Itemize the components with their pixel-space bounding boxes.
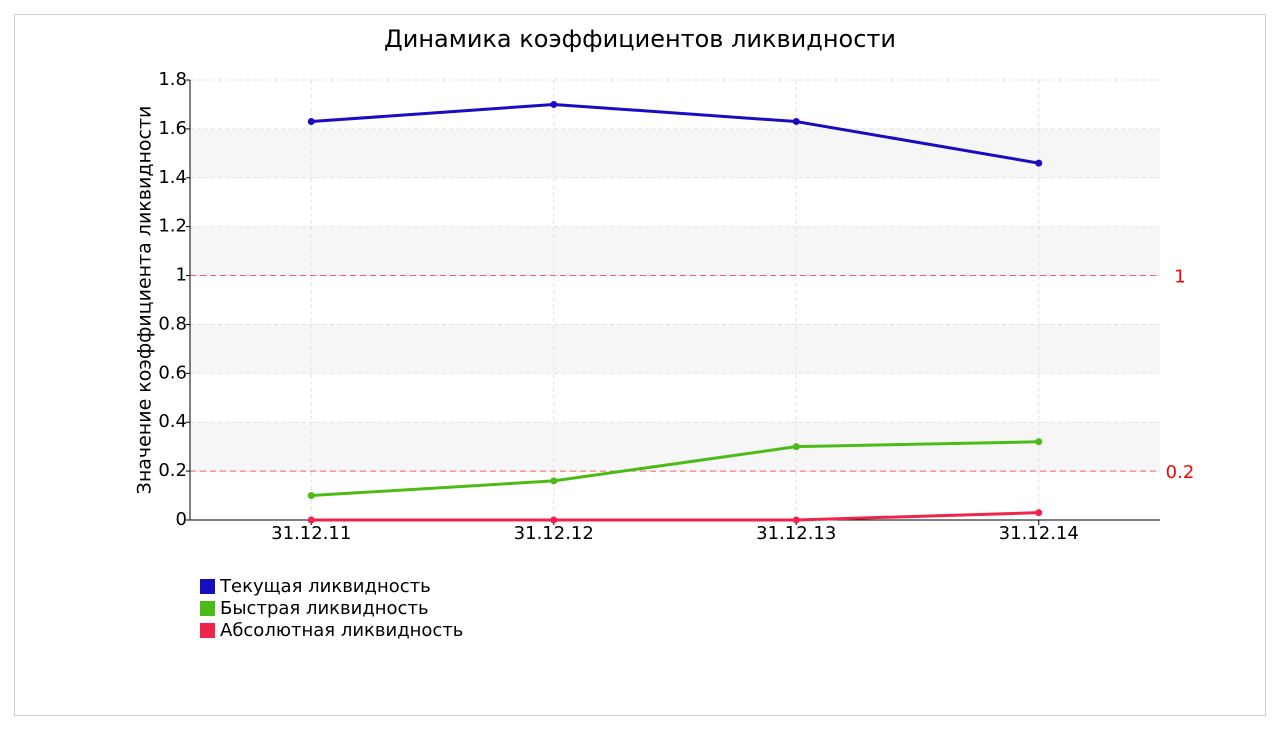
y-tick-label: 0.4 [158, 411, 187, 432]
y-tick-label: 0.6 [158, 362, 187, 383]
data-point [307, 118, 315, 126]
grid-band [190, 128, 1160, 178]
data-point [1035, 159, 1043, 167]
y-tick-label: 1 [176, 265, 187, 286]
data-point [550, 477, 558, 485]
data-point [1035, 438, 1043, 446]
y-tick-label: 1.2 [158, 216, 187, 237]
series-line [311, 440, 1039, 498]
data-point [550, 516, 558, 524]
grid-band [190, 324, 1160, 374]
legend-swatch [200, 623, 215, 638]
y-tick-label: 0.8 [158, 313, 187, 334]
reference-label: 0.2 [1166, 462, 1195, 483]
x-tick-label: 31.12.12 [514, 523, 594, 544]
legend-swatch [200, 601, 215, 616]
legend-label: Абсолютная ликвидность [220, 620, 463, 641]
y-tick-label: 0.2 [158, 460, 187, 481]
data-point [792, 516, 800, 524]
data-point [550, 100, 558, 108]
reference-label: 1 [1174, 267, 1185, 288]
x-tick-label: 31.12.14 [999, 523, 1079, 544]
series-line [311, 511, 1039, 522]
y-axis-label: Значение коэффициента ликвидности [134, 106, 156, 495]
y-tick-label: 1.4 [158, 167, 187, 188]
legend-label: Быстрая ликвидность [220, 598, 429, 619]
series-line [311, 102, 1040, 165]
data-point [307, 492, 315, 500]
chart-title: Динамика коэффициентов ликвидности [384, 25, 896, 53]
data-point [307, 516, 315, 524]
data-point [792, 443, 800, 451]
legend-label: Текущая ликвидность [219, 576, 431, 597]
y-tick-label: 1.6 [158, 118, 187, 139]
x-tick-label: 31.12.13 [756, 523, 836, 544]
data-point [792, 118, 800, 126]
x-tick-label: 31.12.11 [271, 523, 351, 544]
data-point [1035, 509, 1043, 517]
y-tick-label: 0 [176, 509, 187, 530]
grid-band [190, 226, 1160, 276]
legend-swatch [200, 579, 215, 594]
y-tick-label: 1.8 [158, 69, 187, 90]
